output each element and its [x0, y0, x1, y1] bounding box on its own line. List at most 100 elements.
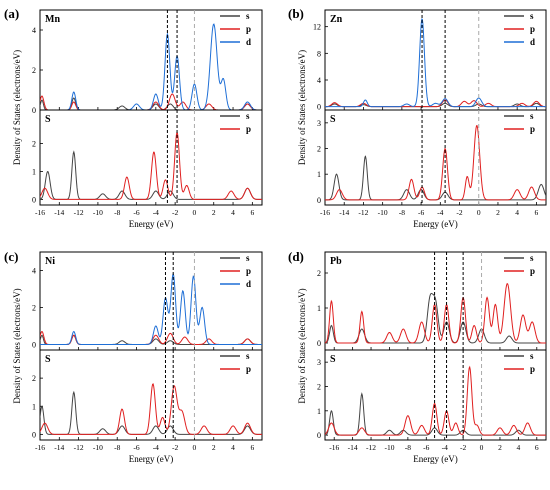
- y-axis-label: Density of States (electrons/eV): [12, 288, 22, 403]
- series-p-line: [325, 365, 546, 436]
- x-tick-label: 2: [212, 443, 216, 452]
- x-tick-label: -2: [172, 443, 178, 452]
- panel-1-bottom-frame: [324, 109, 547, 206]
- x-tick-label: -14: [54, 208, 64, 217]
- legend-s-label: s: [246, 351, 250, 361]
- panel-label: (d): [288, 249, 304, 264]
- series-d-line: [40, 23, 262, 110]
- legend-s-label: s: [246, 111, 250, 121]
- legend-p-label: p: [530, 24, 535, 34]
- x-tick-label: 0: [193, 208, 197, 217]
- x-tick-label: 6: [535, 443, 539, 452]
- y-tick-label: 4: [32, 266, 36, 275]
- panel-3-top-plot: 0 1 2 Pb sp: [317, 251, 547, 351]
- y-tick-label: 2: [32, 303, 36, 312]
- legend-p-label: p: [246, 24, 251, 34]
- x-axis-label: Energy (eV): [129, 219, 174, 229]
- legend-d-label: d: [246, 37, 251, 47]
- x-tick-label: 4: [231, 443, 235, 452]
- y-tick-label: 0: [317, 431, 321, 440]
- x-tick-label: -14: [339, 208, 349, 217]
- y-tick-label: 0: [32, 106, 36, 115]
- panel-label: (b): [288, 6, 304, 21]
- element-label: Ni: [45, 256, 55, 267]
- x-tick-label: 6: [250, 208, 254, 217]
- y-tick-label: 2: [317, 269, 321, 278]
- x-tick-label: -8: [114, 208, 120, 217]
- panel-0-bottom-frame: [39, 109, 263, 206]
- x-tick-label: -6: [423, 443, 429, 452]
- panel-2-top-plot: 0 2 4 Ni spd: [32, 251, 263, 351]
- legend-p-label: p: [530, 266, 535, 276]
- y-tick-label: 2: [317, 145, 321, 154]
- x-tick-label: -6: [133, 443, 139, 452]
- x-tick-label: -16: [320, 208, 330, 217]
- panel-0-top-frame: [39, 9, 263, 111]
- panel-2-bottom-frame: [39, 349, 263, 441]
- element-label: Pb: [330, 256, 342, 267]
- y-tick-label: 1: [32, 167, 36, 176]
- y-tick-label: 8: [317, 49, 321, 58]
- series-p-line: [40, 131, 262, 200]
- legend-s-label: s: [530, 111, 534, 121]
- x-tick-label: -12: [358, 208, 368, 217]
- y-tick-label: 4: [317, 76, 321, 85]
- x-tick-label: -4: [442, 443, 448, 452]
- series-d-line: [325, 18, 546, 108]
- y-tick-label: 2: [32, 66, 36, 75]
- y-tick-label: 3: [317, 119, 321, 128]
- x-tick-label: 6: [250, 443, 254, 452]
- element-label: S: [330, 114, 336, 125]
- y-tick-label: 4: [32, 26, 36, 35]
- x-tick-label: -10: [384, 443, 394, 452]
- x-tick-label: 6: [535, 208, 539, 217]
- series-d-line: [40, 272, 262, 345]
- y-tick-label: 0: [317, 196, 321, 205]
- x-tick-label: -2: [460, 443, 466, 452]
- y-axis-label: Density of States (electrons/eV): [297, 50, 307, 165]
- element-label: S: [45, 114, 51, 125]
- panel-2-bottom-plot: 0 1 2S sp: [32, 349, 263, 441]
- x-tick-label: -2: [456, 208, 462, 217]
- y-tick-label: 0: [32, 430, 36, 439]
- x-tick-label: 4: [515, 208, 519, 217]
- x-tick-label: 2: [498, 443, 502, 452]
- series-p-line: [325, 125, 546, 201]
- series-s-line: [40, 150, 262, 200]
- panel-label: (a): [4, 6, 19, 21]
- series-s-line: [325, 292, 546, 344]
- legend-s-label: s: [530, 351, 534, 361]
- element-label: Zn: [330, 14, 343, 25]
- panel-1-top-frame: [324, 9, 547, 111]
- y-tick-label: 1: [32, 402, 36, 411]
- x-tick-label: -10: [93, 208, 103, 217]
- y-tick-label: 1: [317, 304, 321, 313]
- legend-d-label: d: [246, 279, 251, 289]
- series-s-line: [40, 334, 262, 345]
- x-axis-label: Energy (eV): [413, 219, 458, 229]
- x-tick-label: -14: [54, 443, 64, 452]
- y-tick-label: 0: [317, 339, 321, 348]
- panel-label: (c): [4, 249, 18, 264]
- y-tick-label: 0: [32, 195, 36, 204]
- x-axis-label: Energy (eV): [129, 454, 174, 464]
- series-p-line: [325, 283, 546, 344]
- x-tick-label: -4: [153, 443, 159, 452]
- legend-s-label: s: [530, 11, 534, 21]
- x-tick-label: -16: [35, 443, 45, 452]
- x-tick-label: -2: [172, 208, 178, 217]
- x-tick-label: 2: [496, 208, 500, 217]
- panel-1-top-plot: 0 4 8 12 Zn spd: [313, 9, 547, 112]
- x-tick-label: 0: [480, 443, 484, 452]
- x-tick-label: -10: [93, 443, 103, 452]
- x-tick-label: -12: [74, 443, 84, 452]
- series-s-line: [325, 155, 546, 201]
- x-tick-label: -8: [405, 443, 411, 452]
